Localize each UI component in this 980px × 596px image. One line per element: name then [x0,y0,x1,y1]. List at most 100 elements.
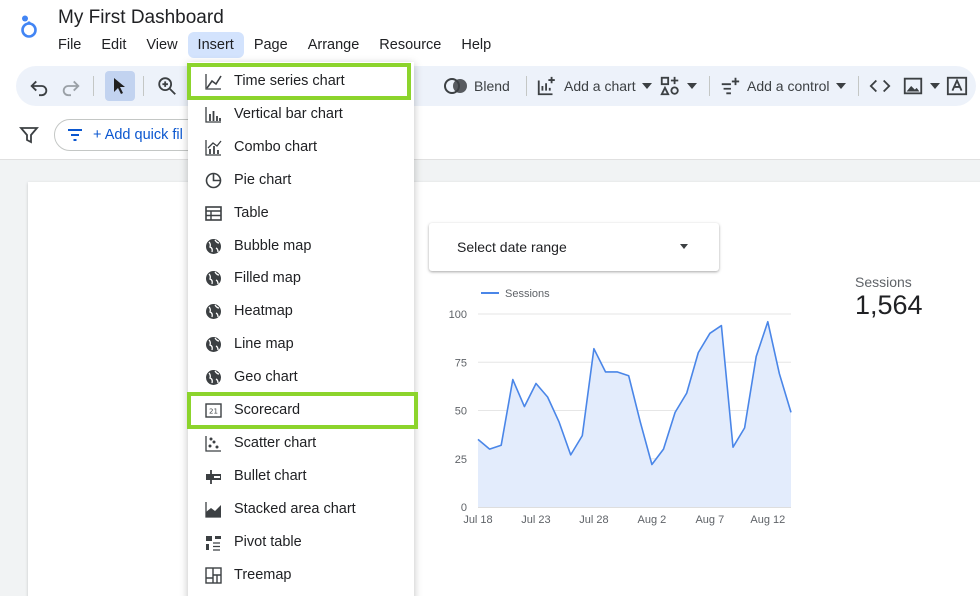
y-tick-label: 25 [455,454,467,466]
insert-menu-item-label: Combo chart [234,138,318,155]
insert-menu-item-label: Bubble map [234,237,312,254]
x-tick-label: Aug 7 [695,514,724,526]
insert-menu-item-line-map[interactable]: Line map [188,328,414,361]
toolbar: Blend Add a chart Add a control [16,66,976,106]
svg-text:21: 21 [209,408,218,416]
y-tick-label: 0 [461,502,467,514]
chevron-down-icon [680,244,688,249]
undo-button[interactable] [28,74,50,98]
chevron-down-icon [835,83,846,89]
insert-text-button[interactable] [946,74,968,98]
insert-menu-item-label: Bullet chart [234,467,307,484]
insert-menu-item-label: Heatmap [234,303,293,320]
menu-page[interactable]: Page [253,37,288,53]
blend-label: Blend [474,78,510,94]
undo-icon [30,80,48,97]
menu-help[interactable]: Help [461,37,492,53]
insert-menu-item-stacked-area-chart[interactable]: Stacked area chart [188,493,414,526]
x-tick-label: Jul 18 [463,514,492,526]
pivot-table-icon [206,535,221,551]
combo-chart-icon [205,139,222,156]
insert-menu-item-heatmap[interactable]: Heatmap [188,295,414,328]
add-quick-filter-label: + Add quick fil [93,127,183,143]
add-control-label: Add a control [747,78,830,94]
insert-menu-item-bubble-map[interactable]: Bubble map [188,230,414,263]
menu-edit[interactable]: Edit [101,37,127,53]
dashboard-title[interactable]: My First Dashboard [58,7,224,28]
pie-chart-icon [205,172,222,188]
insert-menu-item-time-series-chart[interactable]: Time series chart [188,65,414,98]
globe-icon [206,304,221,320]
insert-menu-item-combo-chart[interactable]: Combo chart [188,131,414,164]
y-tick-label: 75 [455,357,467,369]
zoom-button[interactable] [156,74,178,98]
series-area-sessions [478,321,791,507]
insert-menu-item-vertical-bar-chart[interactable]: Vertical bar chart [188,98,414,131]
insert-image-button[interactable] [902,74,940,98]
add-chart-button[interactable]: Add a chart [536,74,652,98]
menu-resource[interactable]: Resource [379,37,442,53]
select-pointer-icon [114,78,125,94]
menu-arrange[interactable]: Arrange [307,37,360,53]
x-tick-label: Jul 28 [579,514,608,526]
text-icon [946,76,968,96]
filter-list-icon [68,129,82,141]
looker-studio-logo-icon[interactable] [18,12,40,40]
toolbar-area: Blend Add a chart Add a control [0,62,980,110]
zoom-icon [158,77,176,95]
scorecard-metric-value: 1,564 [855,290,923,320]
legend-label: Sessions [505,288,550,300]
table-icon [205,205,222,221]
insert-menu-item-label: Filled map [234,270,301,287]
select-tool-button[interactable] [105,71,135,101]
redo-button[interactable] [60,74,82,98]
insert-menu-item-table[interactable]: Table [188,197,414,230]
insert-menu-item-filled-map[interactable]: Filled map [188,262,414,295]
date-range-label: Select date range [457,239,567,255]
scorecard-metric-label: Sessions [855,274,912,290]
insert-menu-item-scatter-chart[interactable]: Scatter chart [188,427,414,460]
globe-icon [206,271,221,287]
date-range-control[interactable]: Select date range [429,223,719,271]
insert-menu-dropdown: Time series chart Vertical bar chart Combo… [188,62,414,596]
bullet-chart-icon [206,469,221,484]
blend-button[interactable]: Blend [444,74,510,98]
insert-menu-item-geo-chart[interactable]: Geo chart [188,361,414,394]
scorecard-icon: 21 [205,403,222,418]
menu-bar: File Edit View Insert Page Arrange Resou… [48,32,501,58]
insert-menu-item-pivot-table[interactable]: Pivot table [188,526,414,559]
menu-insert[interactable]: Insert [187,32,244,58]
insert-menu-item-pie-chart[interactable]: Pie chart [188,164,414,197]
add-control-button[interactable]: Add a control [719,74,846,98]
series-line-sessions [477,320,792,466]
community-viz-icon [660,76,679,96]
filter-icon[interactable] [19,125,39,150]
time-series-chart[interactable]: Sessions 0 25 50 75 100 Jul 18 Jul 23 Jul 28 Au… [435,280,805,530]
toolbar-divider [709,76,710,96]
globe-icon [206,337,221,353]
menu-view[interactable]: View [146,37,178,53]
add-chart-icon [537,76,555,96]
embed-code-button[interactable] [869,74,891,98]
y-tick-label: 100 [449,309,467,321]
menu-file[interactable]: File [58,37,82,53]
toolbar-divider [143,76,144,96]
x-tick-label: Aug 2 [638,514,667,526]
stacked-area-icon [205,501,221,518]
toolbar-divider [526,76,527,96]
toolbar-divider [93,76,94,96]
scatter-chart-icon [205,435,221,452]
community-viz-button[interactable] [659,74,697,98]
insert-menu-item-treemap[interactable]: Treemap [188,559,414,592]
insert-menu-item-label: Scorecard [234,402,301,418]
insert-menu-item-scorecard[interactable]: 21 Scorecard [188,394,414,427]
insert-menu-item-label: Scatter chart [234,434,317,451]
redo-icon [62,80,80,97]
insert-menu-item-label: Stacked area chart [234,500,356,517]
insert-menu-item-bullet-chart[interactable]: Bullet chart [188,460,414,493]
x-tick-label: Aug 12 [750,514,785,526]
blend-icon [444,78,467,94]
chevron-down-icon [641,83,652,89]
app-header: My First Dashboard File Edit View Insert… [0,0,980,62]
insert-menu-item-label: Line map [234,336,294,353]
